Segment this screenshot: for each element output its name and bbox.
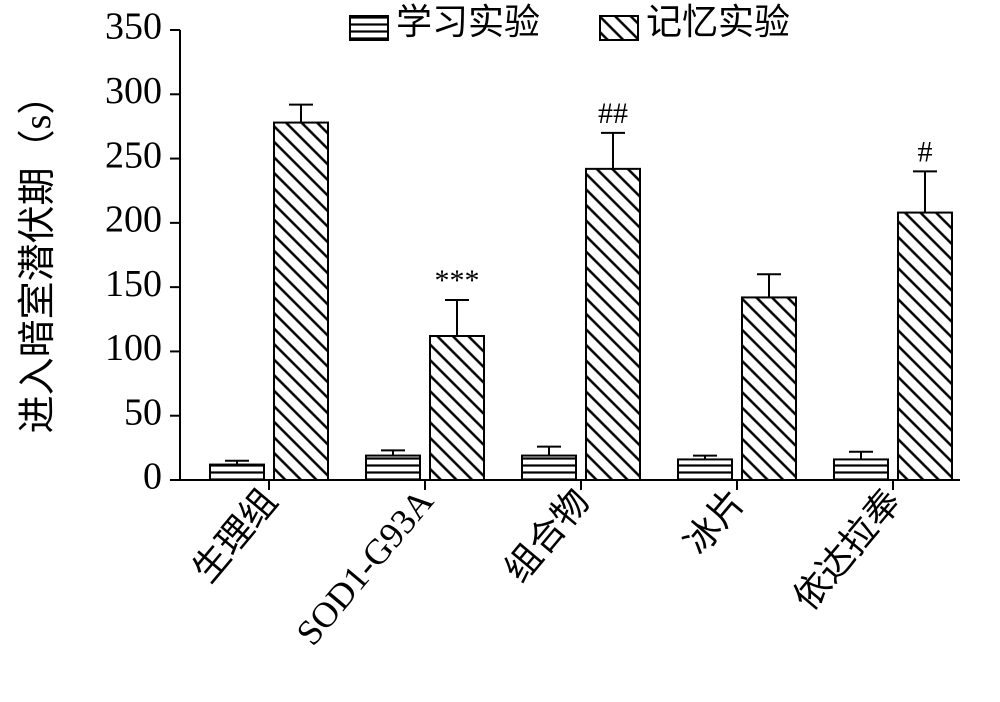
x-category-label: SOD1-G93A [288,481,441,652]
x-category-label: 冰片 [676,481,753,562]
bar [274,123,328,480]
y-tick-label: 100 [105,327,162,369]
chart-container: 0 50 100 150 200 250 300 350 进入暗室潜伏期（s） 生理组SOD1-G… [0,0,1000,702]
legend-label: 学习实验 [396,2,540,42]
legend-swatch [600,16,638,40]
bar [210,465,264,480]
bar [678,459,732,480]
y-tick-label: 200 [105,199,162,241]
bar [430,336,484,480]
legend-swatch [350,16,388,40]
y-tick-label: 250 [105,134,162,176]
y-tick-label: 150 [105,263,162,305]
legend-label: 记忆实验 [646,2,790,42]
bar [898,213,952,480]
bar [586,169,640,480]
bar [742,297,796,480]
significance-marker: ## [598,97,628,130]
y-tick-label: 50 [124,391,162,433]
bar-chart: 0 50 100 150 200 250 300 350 进入暗室潜伏期（s） 生理组SOD1-G… [0,0,1000,702]
significance-marker: # [918,135,933,168]
bar [834,459,888,480]
y-tick-label: 0 [143,456,162,498]
y-axis-label: 进入暗室潜伏期（s） [17,77,59,434]
y-tick-label: 300 [105,70,162,112]
bar [366,456,420,480]
x-category-label: 生理组 [185,481,285,589]
x-category-label: 组合物 [497,481,597,589]
y-tick-label: 350 [105,6,162,48]
x-category-label: 依达拉奉 [786,481,909,617]
significance-marker: *** [435,264,480,297]
bar [522,456,576,480]
